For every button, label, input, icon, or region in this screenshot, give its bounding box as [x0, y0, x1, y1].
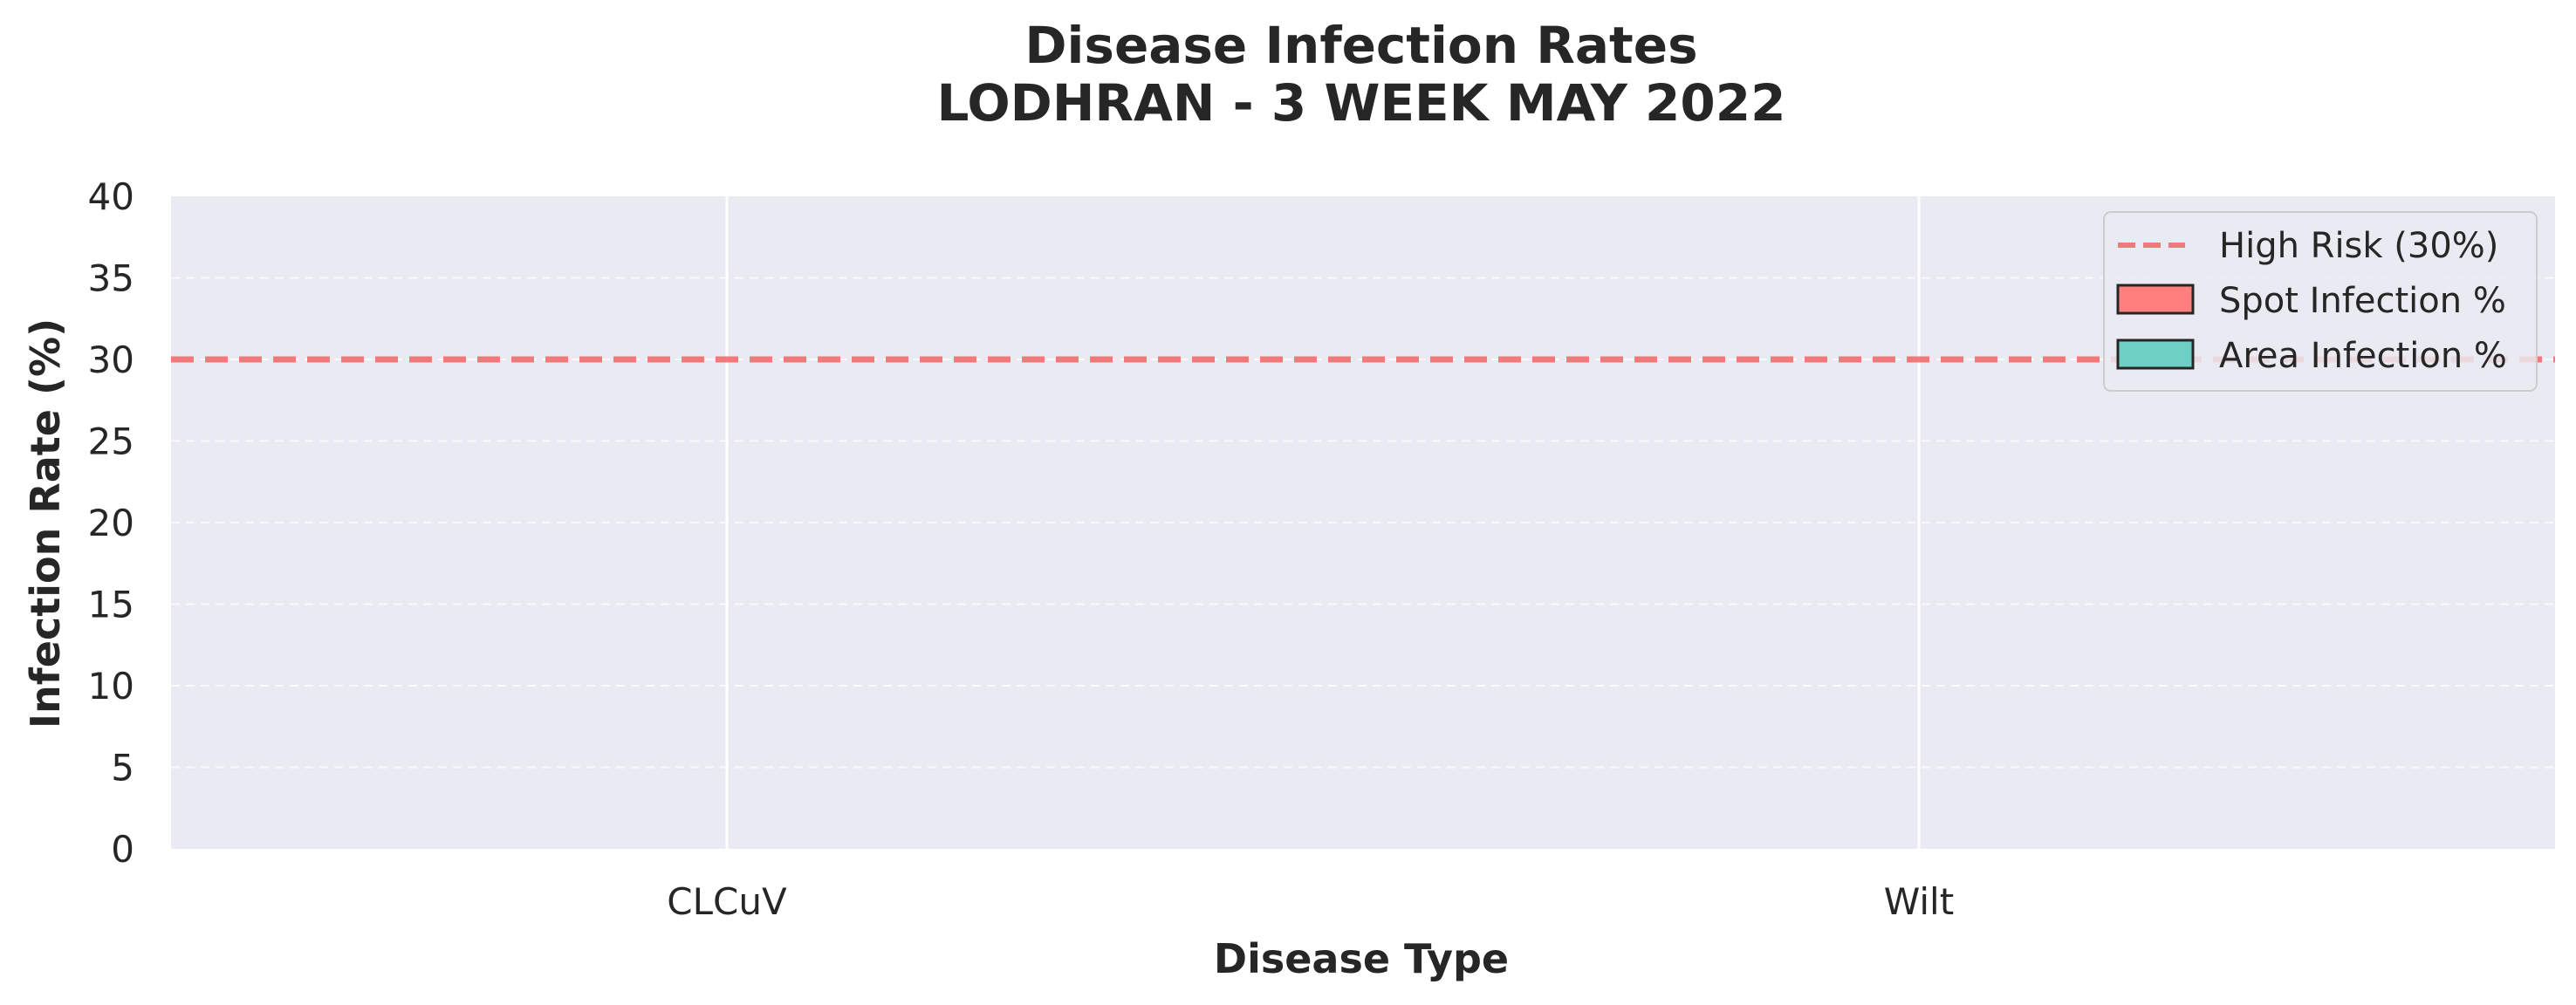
x-tick-label: Wilt [1884, 880, 1954, 923]
x-tick-label: CLCuV [667, 880, 787, 923]
chart-title: Disease Infection Rates [1024, 16, 1697, 75]
x-axis-ticks: CLCuV Wilt [667, 880, 1954, 923]
legend-label-area-infection: Area Infection % [2219, 336, 2507, 376]
legend-swatch-spot-infection [2116, 284, 2195, 315]
y-axis-ticks: 0 5 10 15 20 25 30 35 40 [88, 175, 134, 871]
y-axis-label: Infection Rate (%) [22, 318, 69, 728]
x-axis-label: Disease Type [1214, 935, 1509, 982]
y-tick-label: 30 [88, 338, 134, 381]
legend-label-spot-infection: Spot Infection % [2219, 281, 2506, 321]
y-tick-label: 25 [88, 420, 134, 463]
chart-subtitle: LODHRAN - 3 WEEK MAY 2022 [936, 73, 1785, 133]
vertical-gridlines [725, 196, 1921, 849]
y-tick-label: 20 [88, 502, 134, 544]
y-tick-label: 0 [111, 828, 134, 871]
legend-box [2103, 211, 2538, 392]
y-tick-label: 5 [111, 747, 134, 790]
legend-label-high-risk: High Risk (30%) [2219, 226, 2498, 266]
y-tick-label: 35 [88, 257, 134, 300]
legend: High Risk (30%) Spot Infection % Area In… [2103, 211, 2538, 392]
y-tick-label: 10 [88, 665, 134, 708]
y-tick-label: 40 [88, 175, 134, 218]
y-tick-label: 15 [88, 584, 134, 626]
legend-swatch-area-infection [2116, 338, 2195, 370]
